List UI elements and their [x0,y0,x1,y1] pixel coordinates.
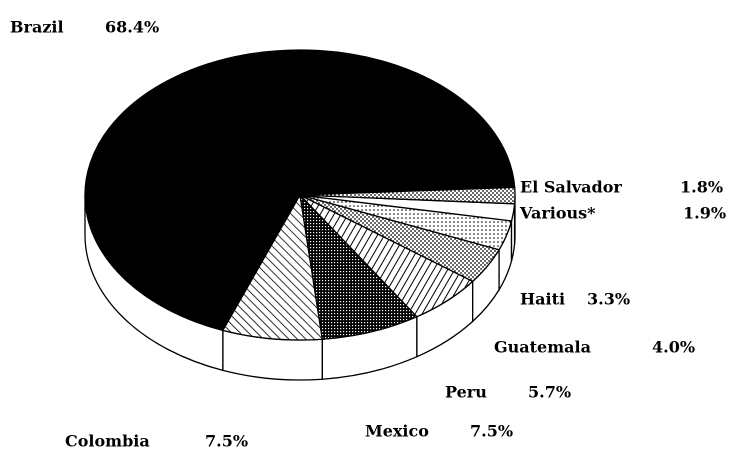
pie-slice [299,186,516,205]
slice-value-label: 5.7% [528,383,571,402]
slice-value-label: 7.5% [205,432,248,451]
slice-label: Haiti [520,290,565,309]
slice-label: Peru [445,383,487,402]
slice-label: Mexico [365,422,429,441]
slice-label: Guatemala [494,338,591,357]
slice-label: Various* [519,204,596,223]
slice-value-label: 1.9% [683,204,726,223]
slice-value-label: 1.8% [680,178,723,197]
slice-value-label: 3.3% [587,290,630,309]
pie-slice [299,193,419,340]
slice-label: Colombia [65,432,150,451]
slice-label: El Salvador [520,178,622,197]
slice-value-label: 7.5% [470,422,513,441]
slice-value-label: 68.4% [105,18,159,37]
pie-slice [84,49,516,332]
pie-slice [221,193,324,341]
slice-value-label: 4.0% [652,338,695,357]
slice-label: Brazil [10,18,64,37]
